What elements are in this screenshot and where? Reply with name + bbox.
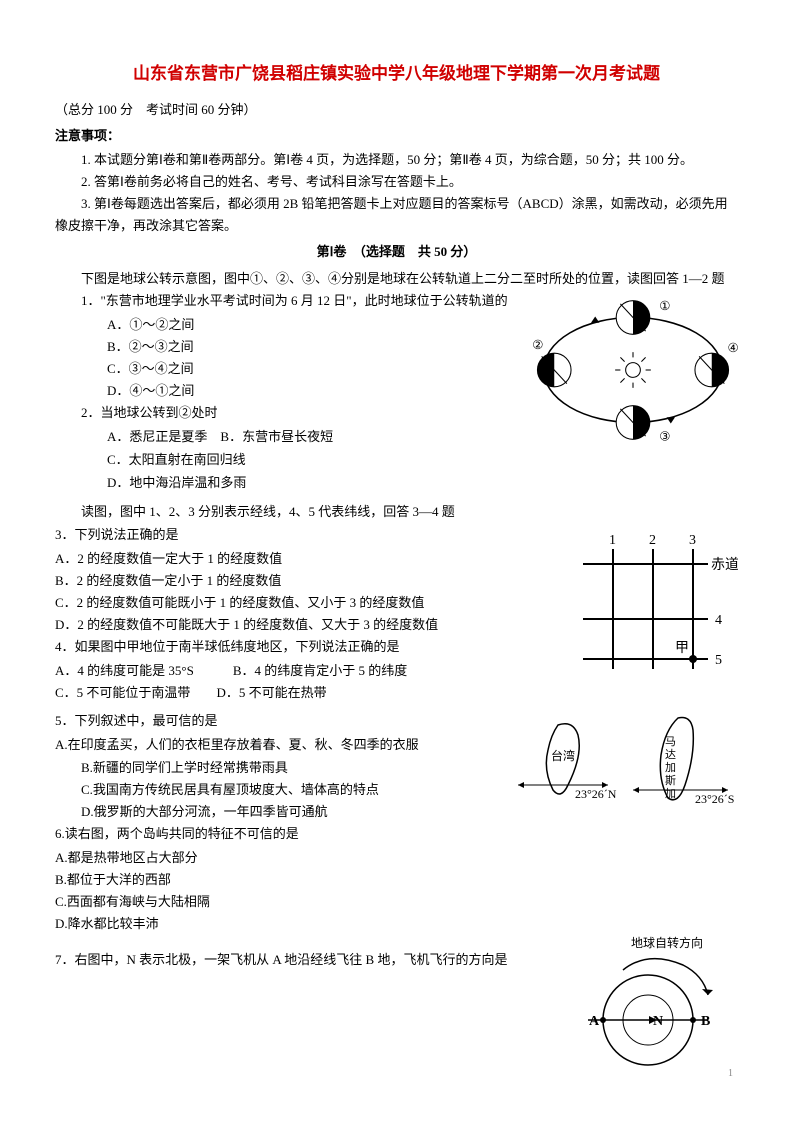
- svg-text:地球自转方向: 地球自转方向: [631, 935, 703, 950]
- svg-text:3: 3: [689, 533, 696, 548]
- svg-text:5: 5: [715, 653, 722, 668]
- notice-item: 2. 答第Ⅰ卷前务必将自己的姓名、考号、考试科目涂写在答题卡上。: [55, 171, 738, 193]
- option-c: C．5 不可能位于南温带: [55, 685, 190, 700]
- islands-diagram: 台湾 23°26´N 马 达 加 斯 加 23°26´S: [513, 710, 738, 830]
- exam-page: 山东省东营市广饶县稻庄镇实验中学八年级地理下学期第一次月考试题 （总分 100 …: [0, 0, 793, 1122]
- option-d: D．5 不可能在热带: [216, 685, 326, 700]
- svg-text:甲: 甲: [675, 641, 689, 656]
- svg-text:A: A: [589, 1014, 600, 1029]
- svg-text:④: ④: [728, 341, 739, 355]
- svg-text:台湾: 台湾: [551, 748, 575, 763]
- svg-text:2: 2: [649, 533, 656, 548]
- svg-text:达: 达: [665, 748, 676, 761]
- svg-text:①: ①: [659, 299, 670, 313]
- svg-text:1: 1: [609, 533, 616, 548]
- section-head: 第Ⅰ卷 （选择题 共 50 分）: [55, 241, 738, 263]
- svg-text:赤道: 赤道: [711, 557, 738, 573]
- svg-text:4: 4: [715, 613, 722, 628]
- notice-item: 1. 本试题分第Ⅰ卷和第Ⅱ卷两部分。第Ⅰ卷 4 页，为选择题，50 分；第Ⅱ卷 …: [55, 149, 738, 171]
- option-c: C.西面都有海峡与大陆相隔: [55, 891, 738, 913]
- svg-text:23°26´S: 23°26´S: [695, 792, 734, 806]
- option-b: B．东营市昼长夜短: [220, 429, 333, 444]
- option-a: A．①～②之间: [107, 314, 391, 336]
- svg-text:马: 马: [665, 735, 676, 748]
- subtitle: （总分 100 分 考试时间 60 分钟）: [55, 99, 738, 121]
- svg-text:③: ③: [659, 429, 670, 443]
- notice-item: 3. 第Ⅰ卷每题选出答案后，都必须用 2B 铅笔把答题卡上对应题目的答案标号（A…: [55, 193, 738, 237]
- intro-text: 读图，图中 1、2、3 分别表示经线，4、5 代表纬线，回答 3—4 题: [55, 501, 738, 523]
- intro-text: 下图是地球公转示意图，图中①、②、③、④分别是地球在公转轨道上二分二至时所处的位…: [55, 268, 738, 290]
- svg-text:N: N: [653, 1014, 663, 1029]
- svg-text:加: 加: [665, 761, 676, 774]
- page-title: 山东省东营市广饶县稻庄镇实验中学八年级地理下学期第一次月考试题: [55, 60, 738, 89]
- svg-text:B: B: [701, 1014, 710, 1029]
- option-b: B．②～③之间: [107, 336, 391, 358]
- option-d: D．④～①之间: [107, 380, 391, 402]
- page-number: 1: [728, 1065, 733, 1082]
- option-a: A．4 的纬度可能是 35°S: [55, 663, 194, 678]
- orbit-diagram: ① ② ③ ④: [528, 290, 738, 450]
- option-c: C．太阳直射在南回归线: [107, 449, 738, 471]
- svg-text:加: 加: [665, 787, 676, 800]
- svg-text:②: ②: [532, 338, 543, 352]
- option-a: A．悉尼正是夏季: [107, 429, 207, 444]
- notice-head: 注意事项：: [55, 125, 738, 147]
- svg-text:23°26´N: 23°26´N: [575, 787, 617, 801]
- option-d: D.降水都比较丰沛: [55, 913, 738, 935]
- option-b: B．4 的纬度肯定小于 5 的纬度: [233, 663, 407, 678]
- polar-diagram: A B N 地球自转方向: [553, 935, 738, 1080]
- svg-text:斯: 斯: [665, 774, 676, 787]
- option-d: D．地中海沿岸温和多雨: [107, 472, 738, 494]
- option-b: B.都位于大洋的西部: [55, 869, 738, 891]
- grid-diagram: 1 2 3 赤道 4 5 甲: [563, 524, 738, 684]
- option-a: A.都是热带地区占大部分: [55, 847, 738, 869]
- option-c: C．③～④之间: [107, 358, 391, 380]
